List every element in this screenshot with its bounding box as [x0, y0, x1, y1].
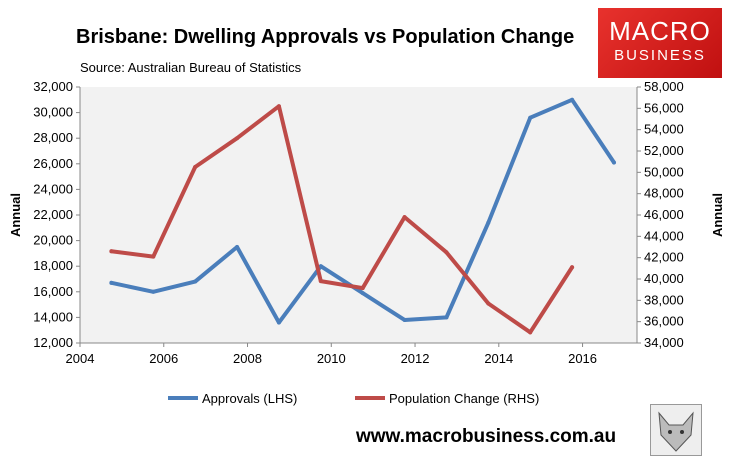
- chart-source: Source: Australian Bureau of Statistics: [80, 60, 302, 75]
- website-link[interactable]: www.macrobusiness.com.au: [356, 426, 617, 447]
- y2-tick-label: 38,000: [644, 292, 684, 307]
- y-tick-label: 26,000: [33, 156, 73, 171]
- data-point: [402, 317, 407, 322]
- series-line-population-change: [109, 104, 575, 335]
- logo-line1: MACRO: [609, 16, 711, 46]
- y-tick-label: 22,000: [33, 207, 73, 222]
- data-point: [528, 115, 533, 120]
- y-tick-label: 32,000: [33, 79, 73, 94]
- data-point: [193, 165, 198, 169]
- data-point: [528, 330, 533, 335]
- data-point: [151, 289, 156, 294]
- data-point: [402, 215, 407, 220]
- y-axis-label: Annual: [8, 193, 23, 237]
- data-point: [235, 245, 240, 249]
- data-point: [276, 104, 281, 109]
- data-point: [318, 279, 323, 284]
- data-point: [486, 301, 491, 306]
- y2-tick-label: 58,000: [644, 79, 684, 94]
- plot-area: [80, 87, 637, 343]
- data-point: [276, 320, 281, 325]
- data-point: [360, 286, 365, 291]
- data-point: [486, 220, 491, 225]
- fox-mascot-image: [650, 404, 702, 456]
- y2-tick-label: 54,000: [644, 122, 684, 137]
- data-point: [318, 264, 323, 269]
- fox-icon: [658, 411, 694, 452]
- y-tick-label: 24,000: [33, 181, 73, 196]
- y2-tick-label: 40,000: [644, 271, 684, 286]
- y2-tick-label: 44,000: [644, 228, 684, 243]
- y2-tick-label: 42,000: [644, 250, 684, 265]
- data-point: [109, 280, 114, 285]
- y2-tick-label: 56,000: [644, 100, 684, 115]
- y2-tick-label: 46,000: [644, 207, 684, 222]
- y-tick-label: 16,000: [33, 284, 73, 299]
- x-tick-label: 2010: [317, 351, 346, 366]
- chart-title: Brisbane: Dwelling Approvals vs Populati…: [76, 26, 575, 48]
- y-tick-label: 30,000: [33, 105, 73, 120]
- data-point: [235, 136, 240, 141]
- x-tick-label: 2016: [568, 351, 597, 366]
- data-point: [193, 279, 198, 284]
- x-tick-label: 2004: [66, 351, 95, 366]
- data-point: [151, 254, 156, 259]
- y-tick-label: 18,000: [33, 258, 73, 273]
- x-tick-label: 2008: [233, 351, 262, 366]
- data-point: [360, 291, 365, 296]
- y-tick-label: 14,000: [33, 309, 73, 324]
- data-point: [570, 265, 575, 270]
- x-tick-label: 2006: [149, 351, 178, 366]
- x-tick-label: 2012: [401, 351, 430, 366]
- y2-tick-label: 50,000: [644, 164, 684, 179]
- y2-tick-label: 36,000: [644, 314, 684, 329]
- data-point: [611, 160, 616, 165]
- y-tick-label: 28,000: [33, 130, 73, 145]
- y-tick-label: 12,000: [33, 335, 73, 350]
- data-point: [109, 249, 114, 254]
- legend-label: Population Change (RHS): [389, 391, 539, 406]
- y-tick-label: 20,000: [33, 233, 73, 248]
- legend-label: Approvals (LHS): [202, 391, 297, 406]
- y2-tick-label: 48,000: [644, 186, 684, 201]
- data-point: [444, 250, 449, 255]
- y2-tick-label: 52,000: [644, 143, 684, 158]
- y2-tick-label: 34,000: [644, 335, 684, 350]
- data-point: [444, 315, 449, 320]
- y2-axis-label: Annual: [710, 193, 725, 237]
- macrobusiness-logo: MACRO BUSINESS: [598, 8, 722, 78]
- logo-line2: BUSINESS: [614, 47, 706, 64]
- x-tick-label: 2014: [484, 351, 513, 366]
- data-point: [570, 97, 575, 102]
